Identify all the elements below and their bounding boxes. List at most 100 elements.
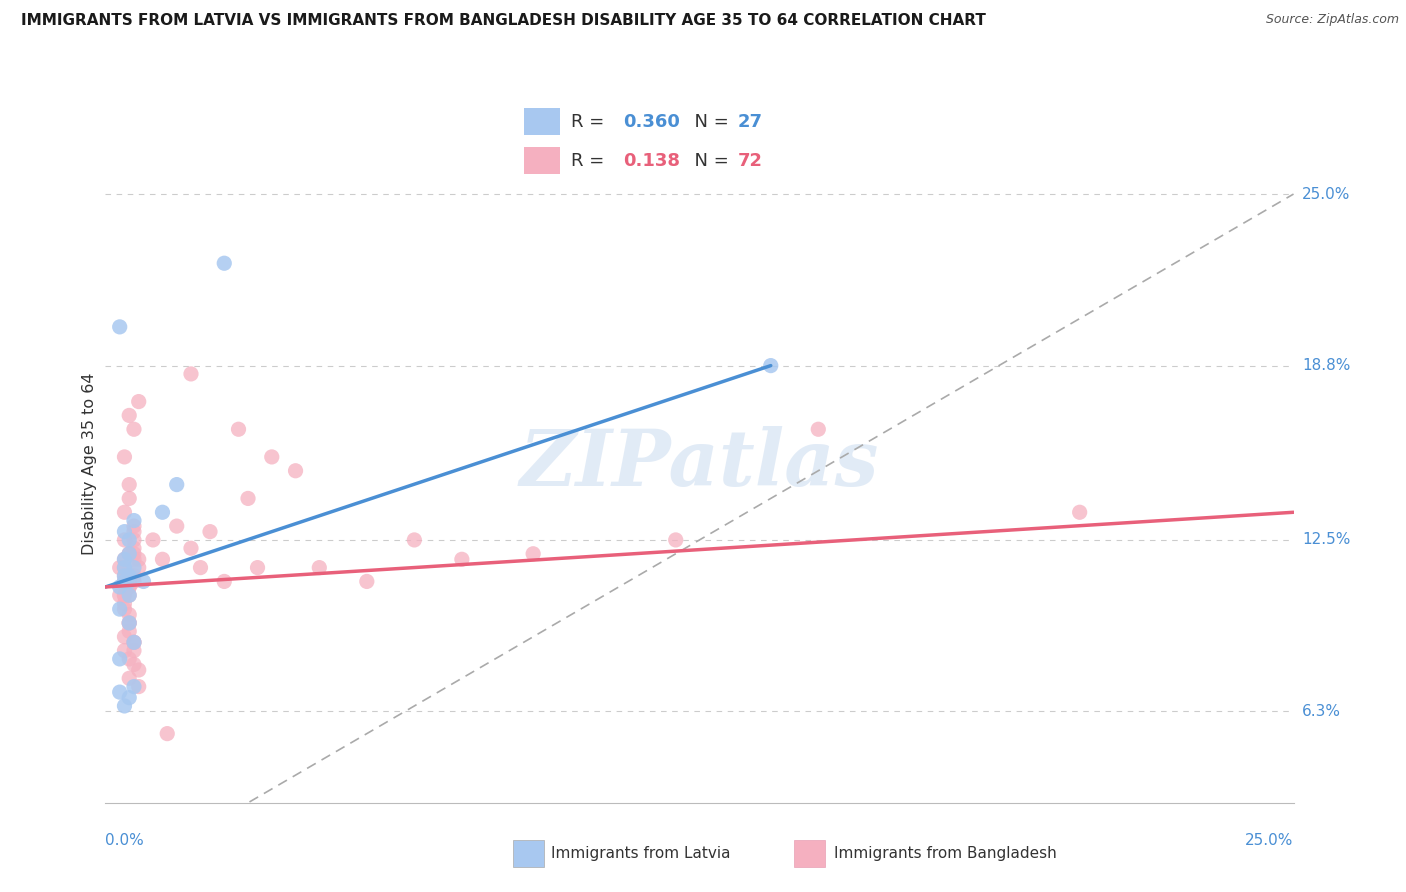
Point (128, 663, 150, 677)
Point (118, 615, 141, 630)
Text: N =: N = (683, 113, 735, 131)
Point (122, 514, 145, 528)
Point (108, 602, 131, 616)
Point (198, 524, 221, 539)
Point (246, 560, 269, 574)
Point (114, 505, 136, 519)
Point (122, 422, 145, 436)
Point (122, 643, 145, 657)
Point (156, 726, 179, 740)
Point (128, 552, 150, 566)
Point (1069, 505, 1091, 519)
Point (118, 580, 141, 594)
Point (118, 652, 141, 666)
Point (122, 552, 145, 566)
FancyBboxPatch shape (524, 108, 560, 136)
Point (114, 698, 136, 713)
Point (118, 607, 141, 622)
Point (118, 547, 141, 561)
FancyBboxPatch shape (524, 147, 560, 175)
Point (114, 569, 136, 583)
Point (118, 569, 141, 583)
Point (260, 450, 283, 464)
Point (807, 422, 830, 436)
Point (118, 409, 141, 423)
Point (114, 588, 136, 602)
Text: R =: R = (571, 113, 610, 131)
Point (114, 630, 136, 644)
Point (118, 580, 141, 594)
Text: 0.138: 0.138 (623, 152, 681, 169)
Point (122, 560, 145, 574)
Point (308, 560, 330, 574)
Text: Source: ZipAtlas.com: Source: ZipAtlas.com (1265, 13, 1399, 27)
Point (114, 602, 136, 616)
Point (108, 560, 131, 574)
Point (128, 394, 150, 409)
Point (152, 505, 174, 519)
Point (118, 588, 141, 602)
Point (118, 533, 141, 547)
Text: Immigrants from Latvia: Immigrants from Latvia (551, 847, 731, 861)
Point (114, 524, 136, 539)
Text: 25.0%: 25.0% (1302, 186, 1350, 202)
Point (114, 643, 136, 657)
Point (236, 491, 259, 506)
Point (166, 519, 188, 533)
Point (108, 319, 131, 334)
Text: Immigrants from Bangladesh: Immigrants from Bangladesh (834, 847, 1056, 861)
Point (114, 533, 136, 547)
Point (122, 657, 145, 672)
Point (118, 615, 141, 630)
Point (214, 574, 236, 589)
Point (122, 533, 145, 547)
Point (122, 569, 145, 583)
Point (118, 477, 141, 491)
Point (118, 574, 141, 589)
Point (180, 541, 202, 556)
Point (114, 552, 136, 566)
Point (122, 635, 145, 649)
Point (108, 652, 131, 666)
Text: 12.5%: 12.5% (1302, 533, 1350, 548)
Point (114, 569, 136, 583)
Point (114, 574, 136, 589)
Point (118, 547, 141, 561)
Point (759, 359, 782, 373)
Point (114, 574, 136, 589)
Text: 25.0%: 25.0% (1246, 833, 1294, 848)
Point (122, 574, 145, 589)
Text: ZIPatlas: ZIPatlas (520, 425, 879, 502)
Point (166, 477, 188, 491)
Point (118, 491, 141, 506)
Text: 0.0%: 0.0% (105, 833, 145, 848)
Point (142, 533, 165, 547)
Point (122, 519, 145, 533)
Point (356, 574, 378, 589)
Text: 27: 27 (738, 113, 763, 131)
Point (404, 533, 426, 547)
Text: 6.3%: 6.3% (1302, 704, 1341, 719)
Point (180, 367, 202, 381)
Point (114, 597, 136, 611)
Point (450, 552, 472, 566)
Point (114, 560, 136, 574)
Point (152, 552, 174, 566)
Point (118, 588, 141, 602)
Point (228, 422, 250, 436)
Point (118, 574, 141, 589)
Point (665, 533, 688, 547)
Point (190, 560, 212, 574)
Point (114, 552, 136, 566)
Text: N =: N = (683, 152, 735, 169)
Point (128, 560, 150, 574)
Point (132, 574, 155, 589)
Point (118, 624, 141, 639)
Point (118, 569, 141, 583)
Point (122, 524, 145, 539)
Text: 18.8%: 18.8% (1302, 358, 1350, 373)
Point (118, 547, 141, 561)
Point (122, 541, 145, 556)
Text: 0.360: 0.360 (623, 113, 679, 131)
Point (118, 574, 141, 589)
